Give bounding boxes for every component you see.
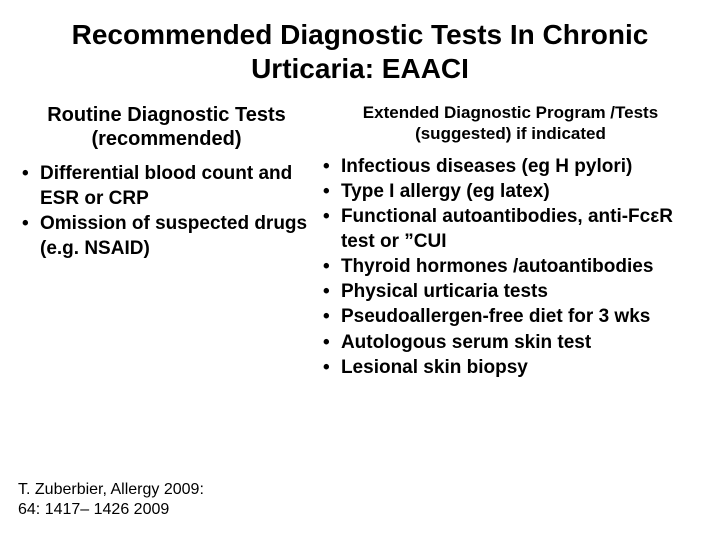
list-item: Omission of suspected drugs (e.g. NSAID)	[18, 211, 315, 261]
list-item: Pseudoallergen-free diet for 3 wks	[319, 304, 702, 329]
right-column: Extended Diagnostic Program /Tests (sugg…	[319, 103, 702, 379]
right-list: Infectious diseases (eg H pylori) Type I…	[319, 154, 702, 380]
citation-line: 64: 1417– 1426 2009	[18, 500, 204, 520]
list-item: Infectious diseases (eg H pylori)	[319, 154, 702, 179]
list-item: Type I allergy (eg latex)	[319, 179, 702, 204]
list-item: Physical urticaria tests	[319, 279, 702, 304]
slide-title: Recommended Diagnostic Tests In Chronic …	[18, 18, 702, 85]
list-item: Functional autoantibodies, anti-FcεR tes…	[319, 204, 702, 254]
left-list: Differential blood count and ESR or CRP …	[18, 161, 315, 261]
right-heading: Extended Diagnostic Program /Tests (sugg…	[319, 103, 702, 144]
columns-container: Routine Diagnostic Tests (recommended) D…	[18, 103, 702, 379]
list-item: Thyroid hormones /autoantibodies	[319, 254, 702, 279]
citation-line: T. Zuberbier, Allergy 2009:	[18, 480, 204, 500]
left-column: Routine Diagnostic Tests (recommended) D…	[18, 103, 319, 379]
list-item: Lesional skin biopsy	[319, 355, 702, 380]
left-heading: Routine Diagnostic Tests (recommended)	[18, 103, 315, 151]
list-item: Autologous serum skin test	[319, 330, 702, 355]
citation: T. Zuberbier, Allergy 2009: 64: 1417– 14…	[18, 480, 204, 520]
list-item: Differential blood count and ESR or CRP	[18, 161, 315, 211]
